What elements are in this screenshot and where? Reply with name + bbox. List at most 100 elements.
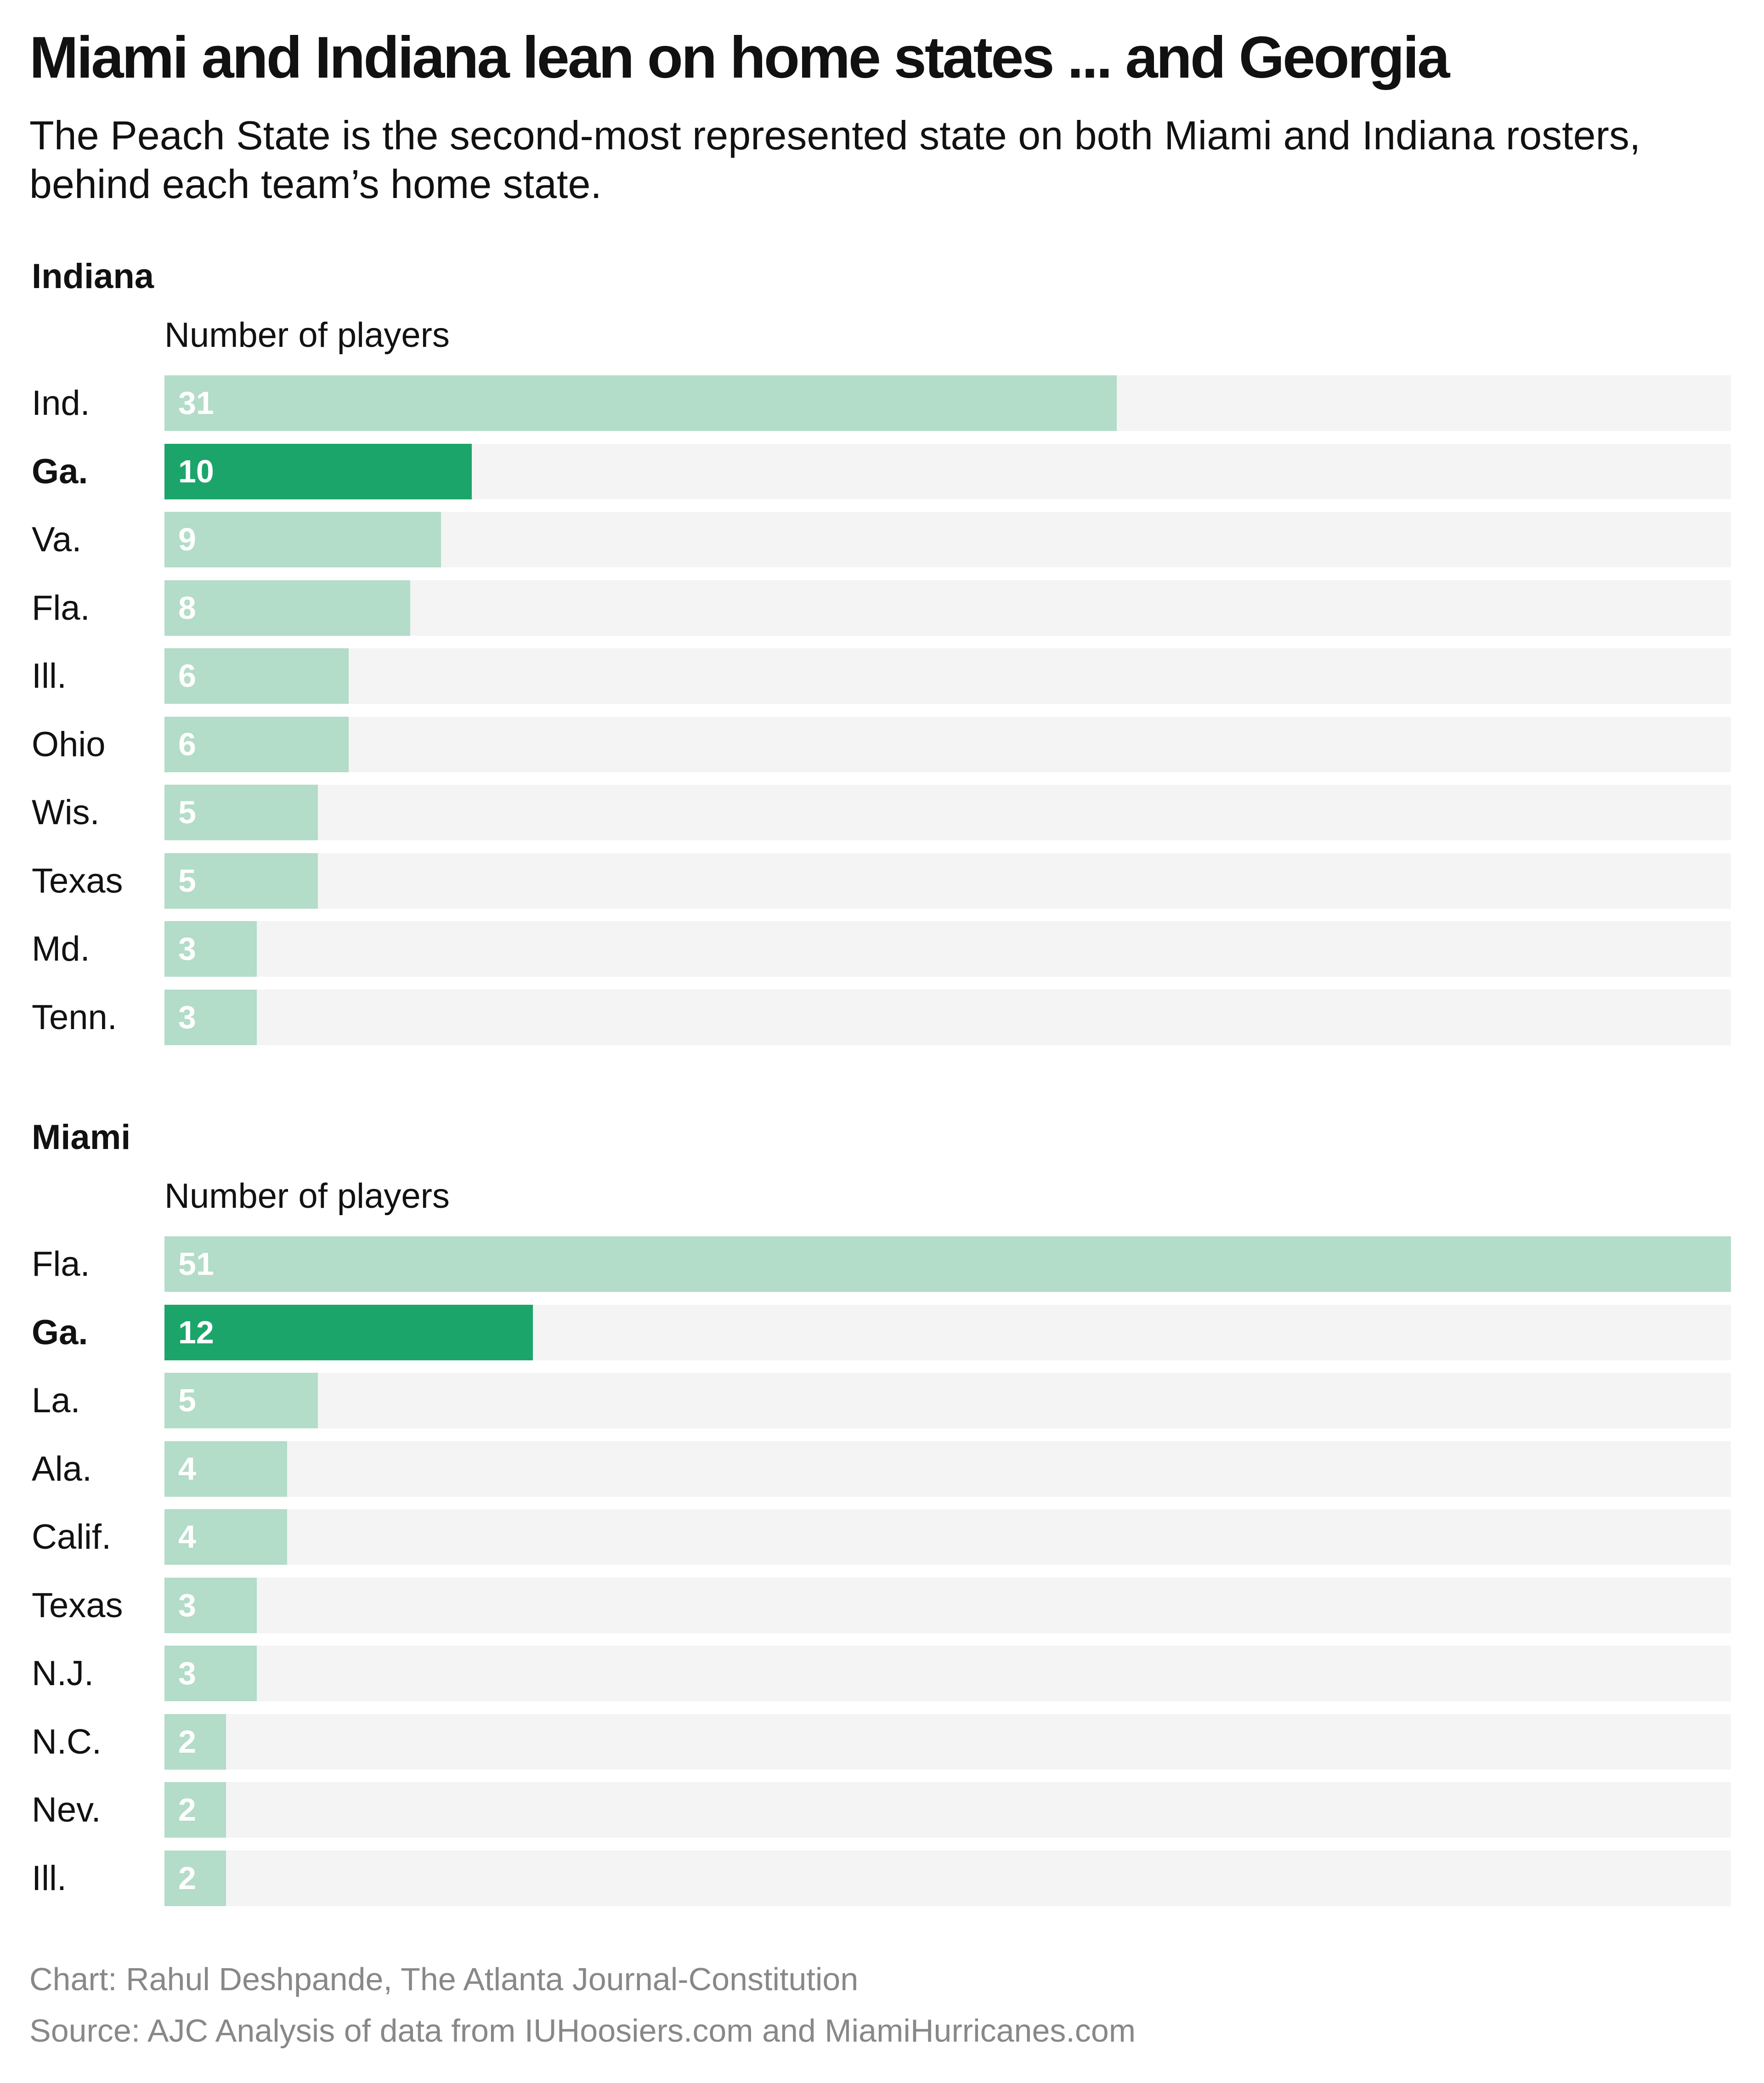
- category-label: Ga.: [32, 452, 88, 491]
- value-label: 4: [178, 1519, 196, 1555]
- bar-track: 8: [164, 580, 1731, 636]
- category-label: N.J.: [32, 1654, 94, 1693]
- bar-row: Wis. 5: [0, 785, 1764, 840]
- bar: 4: [164, 1509, 288, 1565]
- bar-track: 3: [164, 1646, 1731, 1701]
- axis-label: Number of players: [164, 1177, 450, 1216]
- category-label: Texas: [32, 861, 123, 900]
- category-label: La.: [32, 1381, 80, 1420]
- category-label: Va.: [32, 520, 82, 559]
- bar-track: 6: [164, 648, 1731, 704]
- axis-label: Number of players: [164, 316, 450, 355]
- bar-track: 51: [164, 1236, 1731, 1292]
- bar-track: 4: [164, 1441, 1731, 1497]
- panel-title: Miami: [32, 1118, 131, 1157]
- bar-track: 4: [164, 1509, 1731, 1565]
- bar-track: 5: [164, 1373, 1731, 1428]
- bar: 9: [164, 512, 441, 567]
- bar-track: 10: [164, 443, 1731, 499]
- bar: 5: [164, 1373, 318, 1428]
- bar: 4: [164, 1441, 288, 1497]
- category-label: Calif.: [32, 1517, 112, 1557]
- value-label: 12: [178, 1314, 214, 1350]
- panel-title: Indiana: [32, 257, 154, 296]
- bar-row: Ohio 6: [0, 716, 1764, 772]
- bar: 6: [164, 716, 349, 772]
- bar-row: Fla. 8: [0, 580, 1764, 636]
- category-label: Ohio: [32, 725, 106, 764]
- bar-row: Ind. 31: [0, 375, 1764, 431]
- category-label: Fla.: [32, 1245, 90, 1284]
- category-label: Ill.: [32, 657, 67, 696]
- bar: 12: [164, 1304, 533, 1360]
- category-label: Md.: [32, 929, 90, 968]
- bar: 3: [164, 989, 257, 1045]
- bar-track: 5: [164, 785, 1731, 840]
- value-label: 31: [178, 385, 214, 421]
- bar-track: 3: [164, 1577, 1731, 1633]
- category-label: N.C.: [32, 1722, 102, 1761]
- bar-row: Ill. 2: [0, 1850, 1764, 1906]
- bar-row: Nev. 2: [0, 1782, 1764, 1838]
- bar: 5: [164, 785, 318, 840]
- bar: 3: [164, 1577, 257, 1633]
- bar-track: 12: [164, 1304, 1731, 1360]
- value-label: 3: [178, 1655, 196, 1691]
- bar: 8: [164, 580, 410, 636]
- category-label: Nev.: [32, 1790, 101, 1829]
- bar-row: Va. 9: [0, 512, 1764, 567]
- bar-track: 6: [164, 716, 1731, 772]
- bar-row: La. 5: [0, 1373, 1764, 1428]
- bar-row: Tenn. 3: [0, 989, 1764, 1045]
- value-label: 5: [178, 862, 196, 899]
- bar: 31: [164, 375, 1117, 431]
- value-label: 4: [178, 1450, 196, 1487]
- bar: 10: [164, 443, 472, 499]
- bar-track: 2: [164, 1714, 1731, 1770]
- chart-credit: Chart: Rahul Deshpande, The Atlanta Jour…: [29, 1961, 859, 1997]
- category-label: Wis.: [32, 793, 100, 832]
- category-label: Fla.: [32, 588, 90, 628]
- bar-row: N.J. 3: [0, 1646, 1764, 1701]
- value-label: 3: [178, 1587, 196, 1623]
- bar-track: 3: [164, 989, 1731, 1045]
- value-label: 8: [178, 589, 196, 626]
- bar-track: 31: [164, 375, 1731, 431]
- bar: 3: [164, 1646, 257, 1701]
- bar: 2: [164, 1714, 226, 1770]
- bar-row: Texas 3: [0, 1577, 1764, 1633]
- bar-row: Ala. 4: [0, 1441, 1764, 1497]
- value-label: 10: [178, 453, 214, 489]
- category-label: Ill.: [32, 1858, 67, 1898]
- bar-row: Ga. 10: [0, 443, 1764, 499]
- value-label: 6: [178, 658, 196, 694]
- bar-row: Md. 3: [0, 921, 1764, 977]
- bar-row: Texas 5: [0, 853, 1764, 909]
- value-label: 9: [178, 521, 196, 557]
- bar: 5: [164, 853, 318, 909]
- bar: 2: [164, 1782, 226, 1838]
- category-label: Ala.: [32, 1449, 92, 1489]
- bar: 2: [164, 1850, 226, 1906]
- value-label: 3: [178, 931, 196, 967]
- value-label: 2: [178, 1792, 196, 1828]
- chart-title: Miami and Indiana lean on home states ..…: [29, 25, 1450, 91]
- value-label: 5: [178, 794, 196, 830]
- bar-track: 2: [164, 1782, 1731, 1838]
- bar-row: Calif. 4: [0, 1509, 1764, 1565]
- bar-track: 2: [164, 1850, 1731, 1906]
- bar-track: 5: [164, 853, 1731, 909]
- value-label: 51: [178, 1246, 214, 1282]
- bar-row: Ga. 12: [0, 1304, 1764, 1360]
- bar: 51: [164, 1236, 1731, 1292]
- category-label: Ind.: [32, 384, 90, 423]
- value-label: 3: [178, 999, 196, 1035]
- category-label: Texas: [32, 1585, 123, 1625]
- value-label: 2: [178, 1860, 196, 1896]
- bar-row: Fla. 51: [0, 1236, 1764, 1292]
- value-label: 6: [178, 726, 196, 762]
- value-label: 2: [178, 1723, 196, 1760]
- bar: 6: [164, 648, 349, 704]
- chart-subtitle: The Peach State is the second-most repre…: [29, 113, 1641, 207]
- chart-source: Source: AJC Analysis of data from IUHoos…: [29, 2013, 1136, 2049]
